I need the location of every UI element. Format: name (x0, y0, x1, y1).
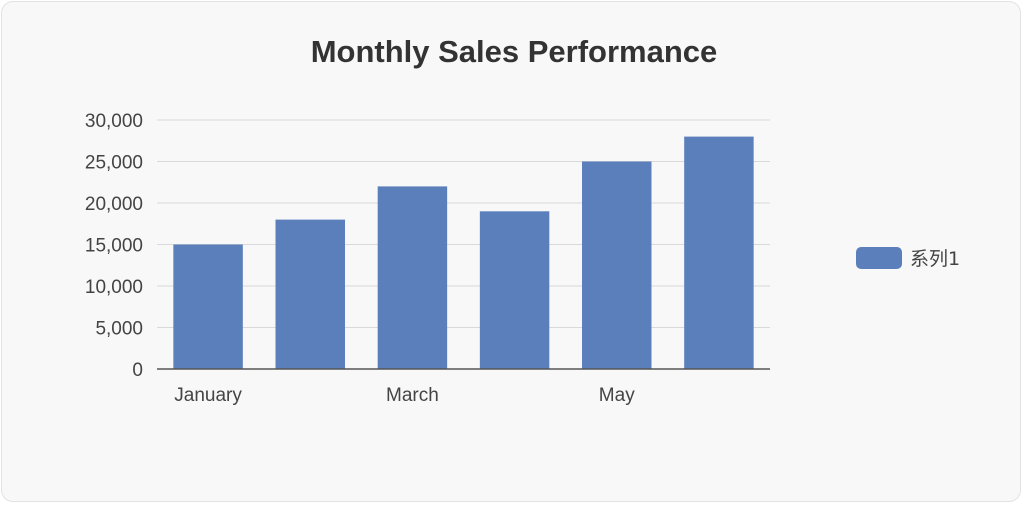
y-tick-label: 0 (132, 360, 143, 381)
legend-label: 系列1 (910, 248, 960, 270)
y-tick-label: 20,000 (85, 194, 143, 215)
chart-title: Monthly Sales Performance (311, 34, 718, 69)
bar-may (582, 161, 652, 369)
gridlines (157, 119, 770, 328)
y-tick-label: 15,000 (85, 236, 143, 257)
y-tick-label: 25,000 (85, 153, 143, 174)
y-axis-ticks: 0 5,000 10,000 15,000 20,000 25,000 30,000 (85, 111, 143, 381)
y-tick-label: 30,000 (85, 111, 143, 132)
x-tick-label: May (599, 385, 635, 406)
bar-january (173, 244, 243, 369)
x-axis-ticks: January March May (174, 385, 635, 406)
bar-june (684, 136, 754, 369)
x-tick-label: March (386, 385, 439, 406)
bar-march (377, 186, 448, 369)
bar-february (275, 219, 345, 369)
y-tick-label: 10,000 (85, 277, 143, 298)
bars (173, 136, 754, 369)
legend-swatch (856, 247, 902, 269)
bar-april (479, 211, 550, 369)
y-tick-label: 5,000 (95, 319, 143, 340)
x-tick-label: January (174, 385, 242, 406)
legend: 系列1 (856, 247, 960, 270)
